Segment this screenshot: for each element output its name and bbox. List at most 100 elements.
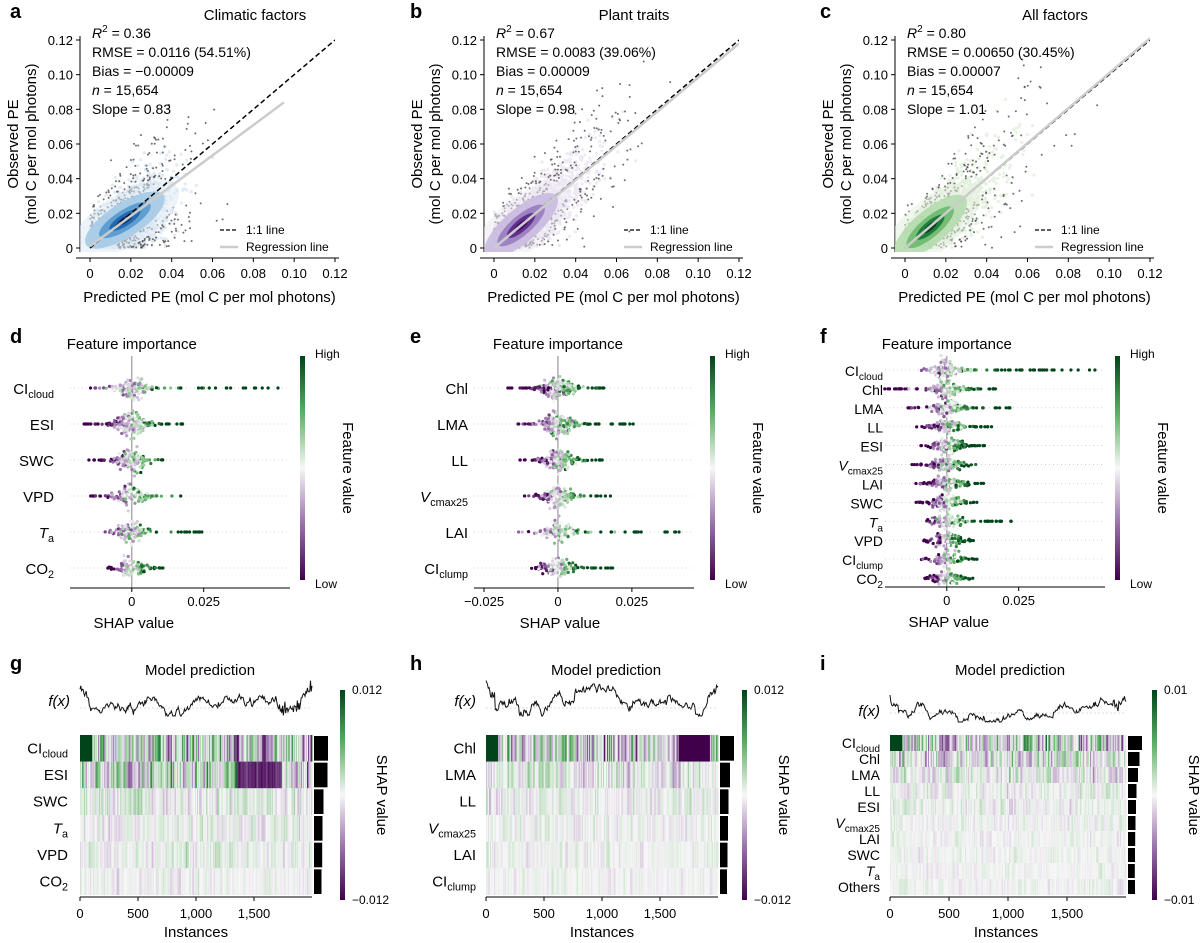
outlier-point [986, 156, 989, 159]
outlier-point [967, 163, 970, 166]
stat-value: = 15,654 [504, 82, 563, 98]
stat-symbol: R [496, 25, 506, 41]
outlier-point [527, 182, 530, 185]
outlier-point [139, 172, 142, 175]
outlier-point [1002, 194, 1005, 197]
density-point [567, 234, 572, 238]
outlier-point [602, 134, 605, 137]
y-tick-label: 0.10 [863, 68, 888, 83]
outlier-point [557, 176, 560, 179]
density-point [565, 215, 569, 220]
density-point [546, 168, 550, 172]
outlier-point [148, 178, 151, 181]
x-tick-label: 0.08 [1056, 266, 1081, 281]
y-tick-label: 0.12 [863, 33, 888, 48]
panel-letter-c: c [820, 1, 831, 23]
outlier-point [134, 180, 137, 183]
stat-line: n = 15,654 [496, 82, 563, 98]
density-point [603, 177, 607, 181]
outlier-point [578, 121, 581, 124]
density-point [131, 160, 135, 164]
outlier-point [585, 187, 588, 190]
outlier-point [155, 236, 158, 239]
outlier-point [187, 116, 190, 119]
outlier-point [964, 235, 967, 238]
density-point [583, 153, 587, 157]
density-point [189, 190, 193, 194]
density-point [961, 178, 965, 182]
outlier-point [160, 177, 163, 180]
outlier-point [556, 150, 559, 153]
y-axis-label-line1: Observed PE [409, 99, 426, 188]
density-point [113, 175, 117, 180]
density-point [583, 199, 588, 203]
outlier-point [599, 131, 602, 134]
outlier-point [586, 194, 589, 197]
outlier-point [598, 104, 601, 107]
outlier-point [114, 185, 117, 188]
outlier-point [185, 204, 188, 207]
density-point [975, 147, 980, 151]
outlier-point [595, 117, 598, 120]
x-tick-label: 0.08 [241, 266, 266, 281]
outlier-point [187, 215, 190, 218]
density-point [988, 179, 992, 183]
density-point [957, 149, 961, 153]
y-tick-label: 0.02 [452, 206, 477, 221]
x-tick-label: 0.08 [645, 266, 670, 281]
x-tick-label: 0.06 [604, 266, 629, 281]
outlier-point [593, 127, 596, 130]
outlier-point [183, 240, 186, 243]
outlier-point [153, 142, 156, 145]
density-point [148, 162, 152, 166]
density-point [1025, 132, 1029, 137]
density-point [976, 221, 980, 225]
density-point [574, 168, 579, 172]
outlier-point [579, 210, 582, 213]
outlier-point [565, 238, 568, 241]
density-point [575, 203, 580, 207]
density-point [598, 139, 602, 144]
density-point [586, 175, 590, 179]
outlier-point [563, 226, 566, 229]
y-tick-label: 0 [881, 241, 888, 256]
outlier-point [132, 142, 135, 145]
x-tick-label: 0.04 [563, 266, 588, 281]
outlier-point [910, 203, 913, 206]
density-point [158, 161, 162, 165]
density-point [994, 147, 999, 151]
outlier-point [642, 60, 645, 63]
density-point [989, 215, 994, 219]
outlier-point [981, 198, 984, 201]
density-point [984, 182, 988, 186]
outlier-point [962, 170, 965, 173]
outlier-point [519, 187, 522, 190]
legend-label: 1:1 line [650, 223, 689, 237]
density-point [577, 167, 581, 171]
y-tick-label: 0.12 [452, 33, 477, 48]
density-point [950, 246, 954, 250]
outlier-point [201, 142, 204, 145]
outlier-point [194, 192, 197, 195]
outlier-point [564, 168, 567, 171]
density-point [183, 182, 187, 186]
outlier-point [581, 108, 584, 111]
outlier-point [1003, 130, 1006, 133]
stat-line: RMSE = 0.0116 (54.51%) [92, 44, 251, 60]
density-point [959, 169, 963, 173]
density-point [574, 214, 579, 218]
outlier-point [926, 192, 929, 195]
y-tick-label: 0.08 [863, 102, 888, 117]
outlier-point [946, 182, 949, 185]
outlier-point [535, 182, 538, 185]
density-point [164, 157, 168, 161]
outlier-point [561, 161, 564, 164]
density-point [999, 194, 1003, 198]
density-point [579, 158, 584, 162]
outlier-point [983, 166, 986, 169]
outlier-point [559, 168, 562, 171]
density-point [984, 213, 988, 217]
outlier-point [543, 152, 546, 155]
stat-line: Slope = 0.83 [92, 101, 171, 117]
density-point [159, 151, 163, 155]
